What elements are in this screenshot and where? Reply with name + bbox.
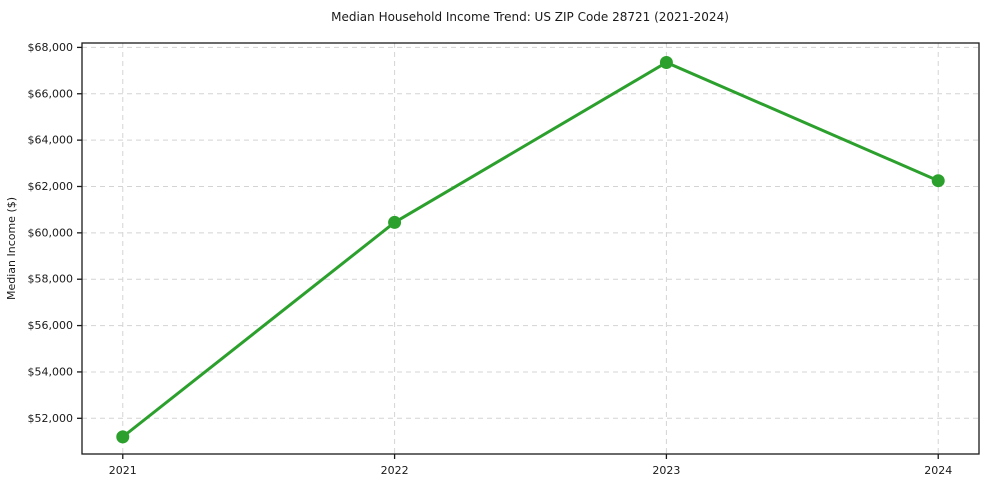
y-tick-label: $60,000 [28,226,74,239]
plot-border [81,42,980,455]
chart-title: Median Household Income Trend: US ZIP Co… [331,10,729,24]
y-tick-label: $68,000 [28,41,74,54]
y-tick-label: $64,000 [28,134,74,147]
data-point-2022 [388,215,402,229]
y-tick-label: $52,000 [28,412,74,425]
x-tick-label: 2021 [109,464,137,477]
y-tick-label: $54,000 [28,365,74,378]
y-axis-label: Median Income ($) [5,197,18,300]
data-point-2024 [931,174,945,188]
y-tick-label: $66,000 [28,87,74,100]
axes: $52,000 $54,000 $56,000 $58,000 $60,000 $62,0… [28,41,980,477]
data-series [116,55,945,444]
x-tick-label: 2023 [652,464,680,477]
y-tick-label: $58,000 [28,273,74,286]
gridlines [82,43,979,454]
y-tick-label: $62,000 [28,180,74,193]
trend-line [121,60,940,439]
data-point-2021 [116,430,130,444]
y-tick-label: $56,000 [28,319,74,332]
x-tick-label: 2022 [381,464,409,477]
x-tick-label: 2024 [924,464,952,477]
data-point-2023 [659,55,673,69]
